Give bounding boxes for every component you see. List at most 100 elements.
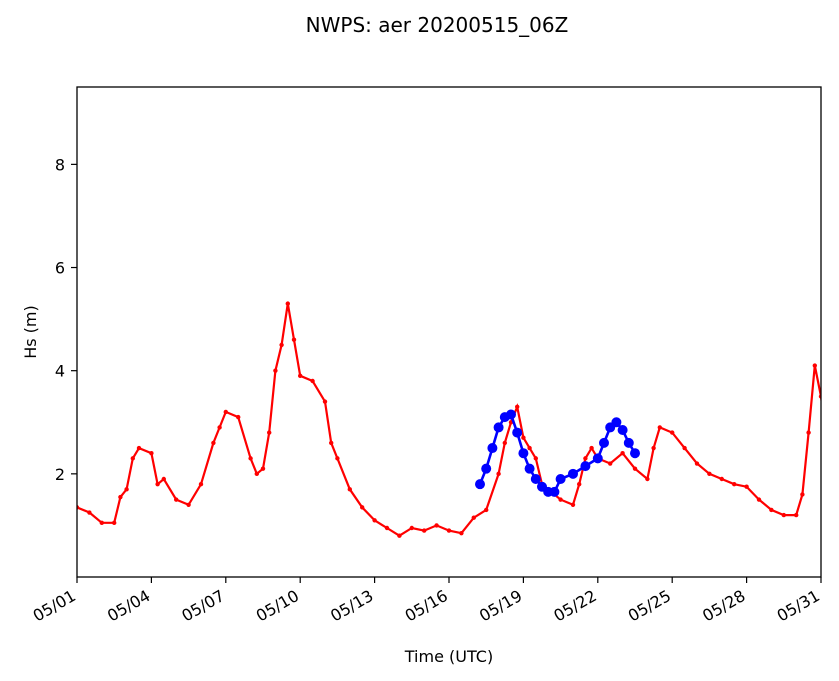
x-tick-label: 05/16 (402, 586, 451, 626)
data-point (521, 435, 526, 440)
data-point (812, 363, 817, 368)
data-point (360, 505, 365, 510)
data-point (459, 530, 464, 536)
data-point (524, 463, 535, 474)
data-point (273, 368, 278, 373)
data-point (384, 525, 390, 531)
data-point (112, 520, 117, 526)
data-point (434, 523, 439, 528)
data-point (484, 507, 489, 513)
data-point (617, 425, 628, 435)
data-point (608, 461, 613, 466)
data-point (632, 466, 638, 471)
data-point (279, 342, 284, 348)
data-point (533, 456, 538, 461)
chart-title: NWPS: aer 20200515_06Z (306, 13, 569, 37)
y-tick-label: 2 (55, 465, 65, 484)
x-tick-label: 05/07 (178, 586, 227, 626)
data-point (87, 510, 92, 515)
data-point (568, 468, 578, 479)
data-point (322, 399, 328, 404)
data-point (502, 440, 507, 446)
data-point (611, 417, 622, 428)
data-point (99, 520, 105, 526)
data-point (806, 430, 811, 435)
x-axis: 05/01 05/04 05/07 05/10 05/13 05/16 05/19 05/22… (30, 577, 823, 626)
data-point (335, 456, 340, 461)
data-point (291, 337, 297, 342)
y-axis-label: Hs (m) (21, 305, 40, 359)
data-point (409, 525, 414, 531)
data-point (217, 425, 222, 430)
data-point (481, 463, 492, 474)
series-2 (475, 409, 640, 497)
data-point (211, 440, 216, 446)
data-point (298, 373, 303, 379)
data-point (267, 430, 272, 435)
y-tick-label: 6 (55, 259, 65, 278)
data-point (527, 445, 532, 451)
data-point (694, 461, 700, 466)
data-point (446, 528, 452, 533)
data-point (530, 474, 541, 484)
series-line (77, 303, 821, 537)
data-point (707, 471, 712, 477)
data-point (744, 484, 749, 489)
x-tick-label: 05/10 (253, 586, 302, 626)
data-point (475, 479, 485, 490)
x-tick-label: 05/31 (774, 586, 823, 626)
data-point (155, 481, 160, 487)
data-point (136, 445, 142, 451)
data-point (130, 456, 135, 461)
data-point (161, 476, 166, 482)
data-point (800, 492, 805, 497)
series-1 (77, 301, 829, 538)
plot-area (77, 301, 829, 538)
y-tick-label: 8 (55, 155, 65, 174)
data-point (682, 445, 687, 451)
data-point (592, 453, 603, 464)
x-tick-label: 05/25 (625, 586, 674, 626)
data-point (487, 443, 498, 454)
data-point (549, 486, 560, 497)
data-point (422, 528, 427, 533)
data-point (825, 441, 829, 445)
data-point (794, 512, 799, 518)
x-tick-label: 05/19 (476, 586, 525, 626)
data-point (651, 445, 656, 451)
data-point (518, 448, 529, 459)
data-point (577, 481, 582, 487)
data-point (657, 425, 662, 430)
y-axis: 2 4 6 8 (55, 155, 77, 484)
data-point (118, 494, 123, 500)
data-point (512, 427, 523, 438)
data-point (555, 474, 566, 484)
x-tick-label: 05/28 (699, 586, 748, 626)
x-tick-label: 05/01 (30, 586, 79, 626)
data-point (645, 476, 650, 482)
data-point (570, 502, 576, 507)
data-point (756, 497, 762, 502)
y-tick-label: 4 (55, 362, 65, 381)
data-point (310, 378, 315, 384)
data-point (254, 471, 259, 477)
data-point (397, 533, 402, 538)
data-point (260, 466, 266, 471)
data-point (506, 409, 516, 420)
data-point (347, 487, 352, 492)
data-point (149, 451, 154, 456)
data-point (124, 487, 129, 492)
data-point (186, 502, 191, 507)
data-point (496, 471, 501, 477)
data-point (599, 437, 609, 448)
x-tick-label: 05/04 (104, 586, 153, 626)
data-point (372, 518, 377, 523)
data-point (236, 414, 241, 420)
data-point (623, 437, 634, 448)
data-point (558, 497, 563, 502)
data-point (769, 507, 774, 513)
data-point (670, 430, 675, 435)
x-axis-label: Time (UTC) (404, 647, 493, 666)
data-point (580, 461, 591, 472)
